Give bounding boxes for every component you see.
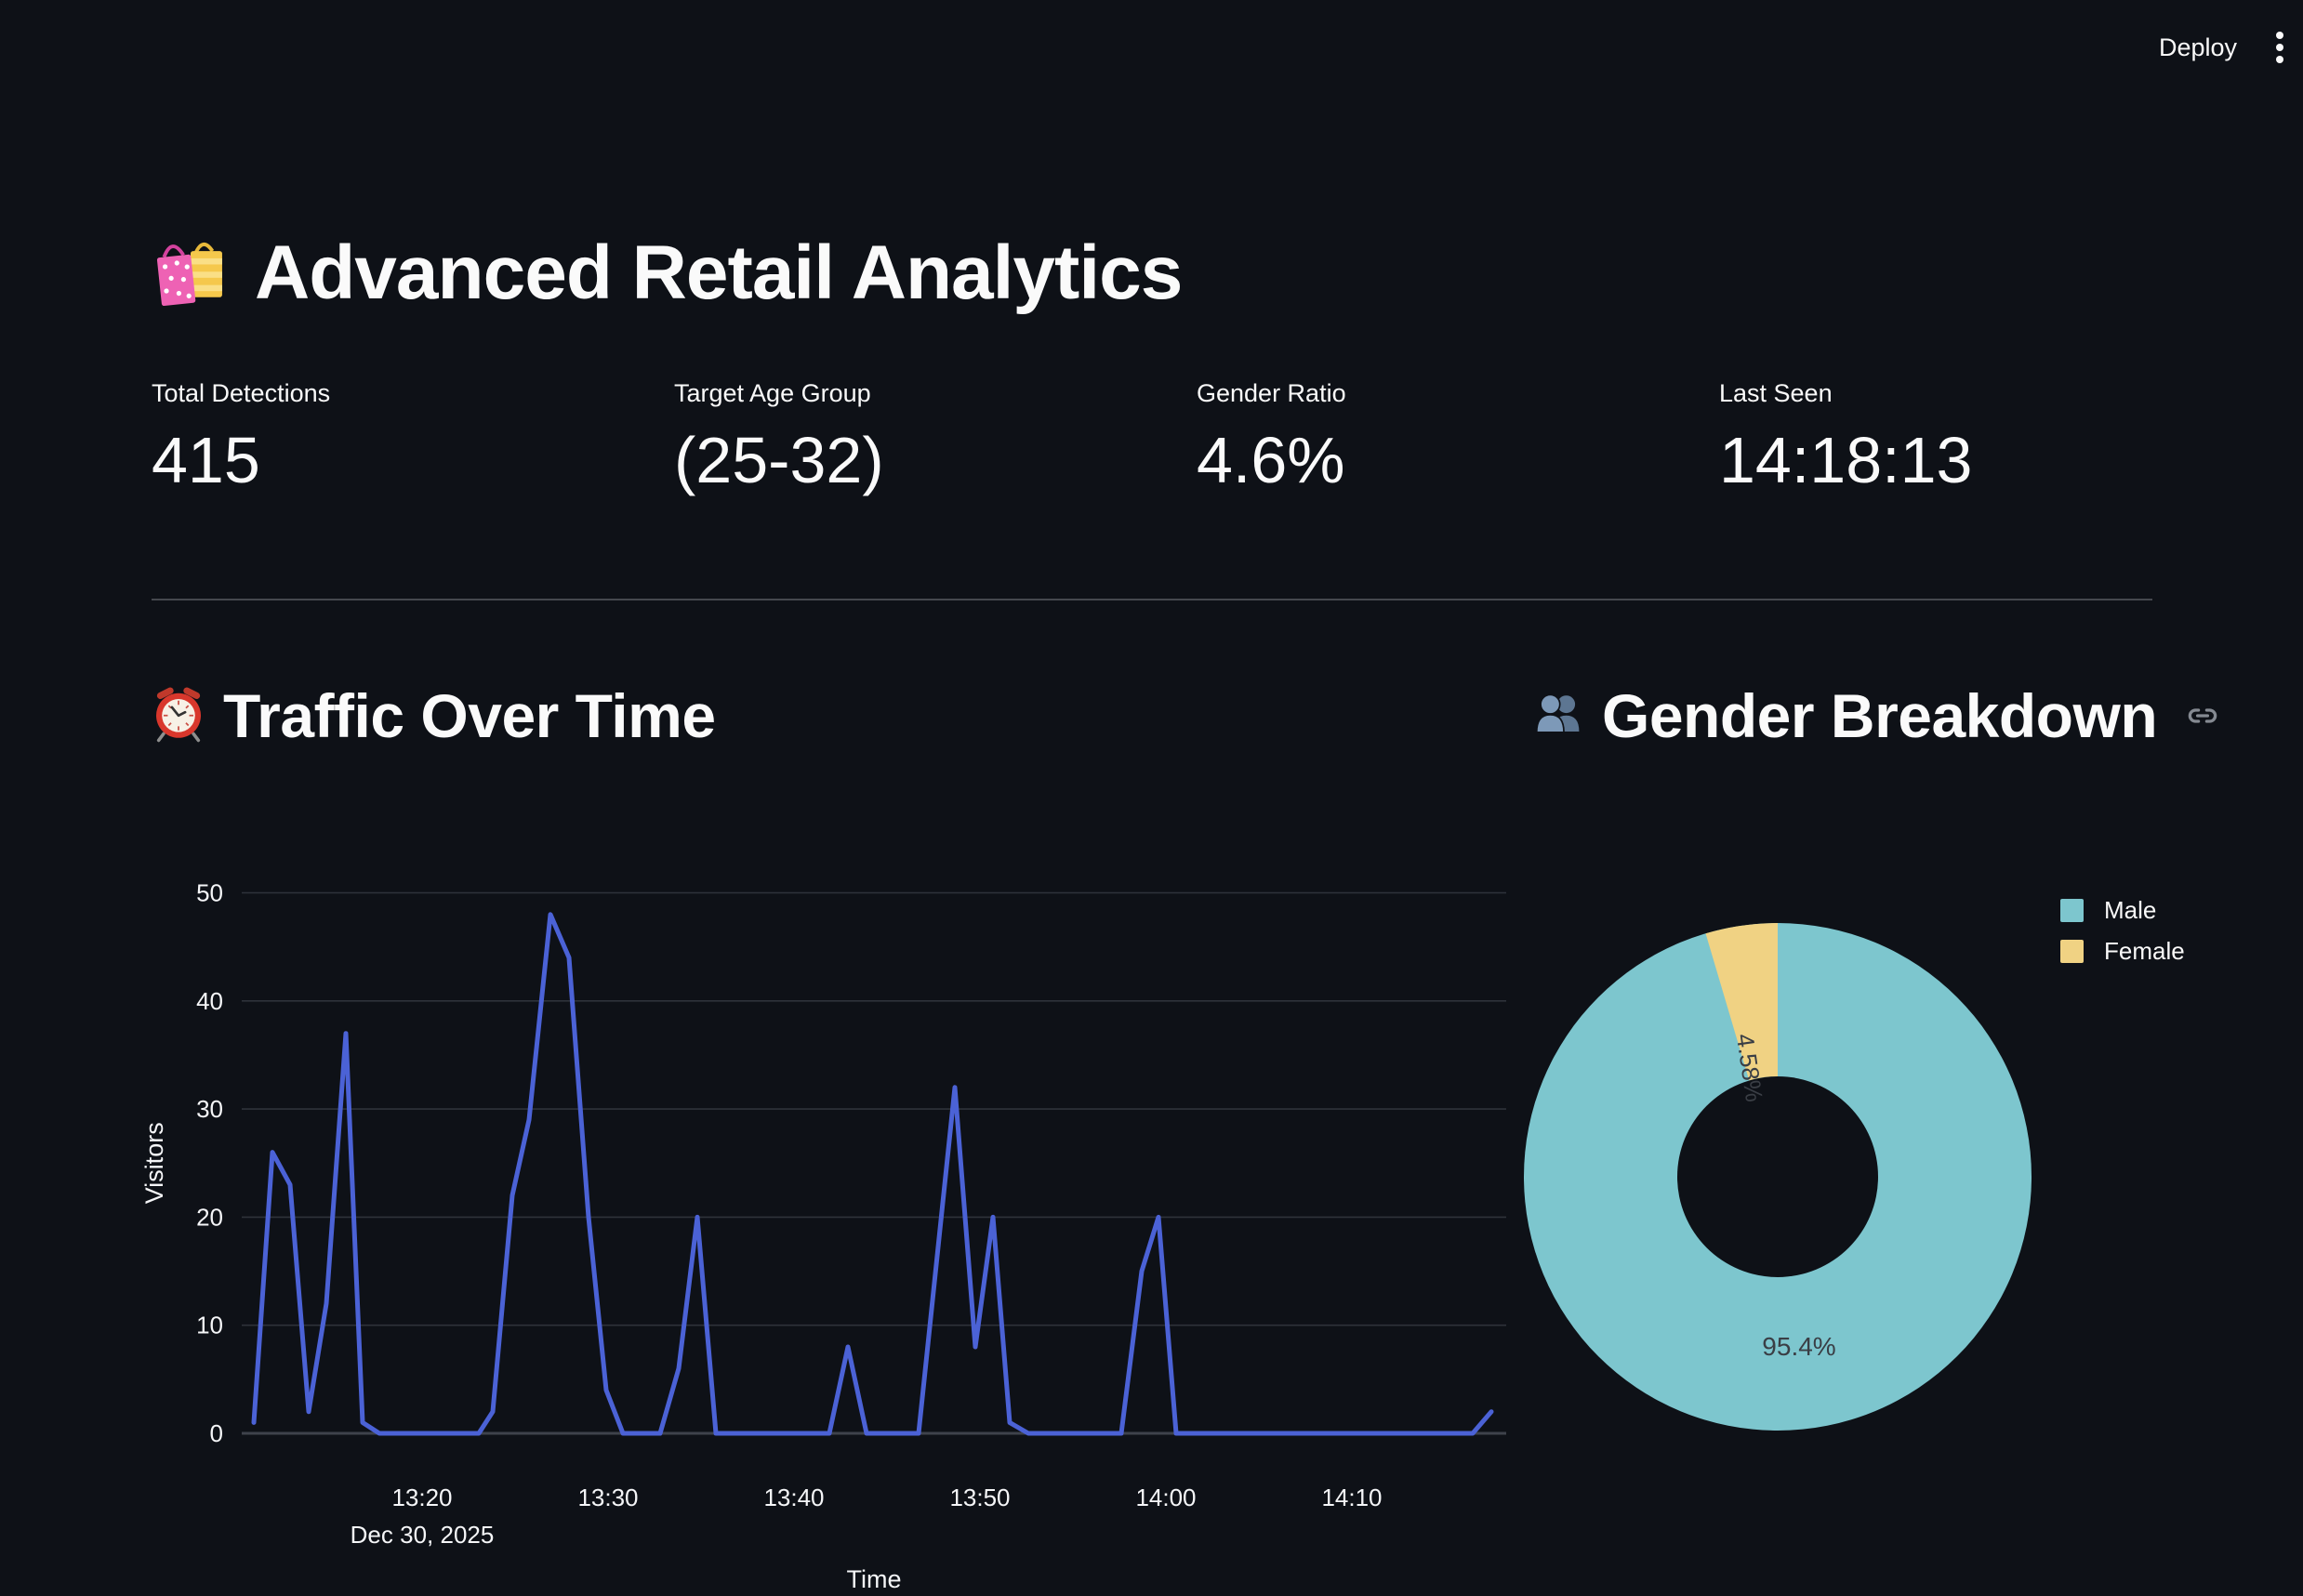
metric-value: 415 — [152, 424, 260, 496]
page-title-row: Advanced Retail Analytics — [147, 227, 1183, 319]
y-tick-label: 20 — [196, 1203, 223, 1231]
legend-label: Female — [2104, 937, 2185, 965]
metric-label: Last Seen — [1719, 379, 1833, 407]
gender-section-title: Gender Breakdown — [1602, 681, 2158, 750]
metric-value: 4.6% — [1197, 424, 1345, 496]
traffic-line-chart[interactable]: 0 10 20 30 40 50 13:20 13:30 13:40 13:50 14:00 14:1… — [130, 864, 1567, 1596]
donut-hole — [1677, 1076, 1878, 1277]
metrics-row: Total Detections 415 Target Age Group (2… — [152, 379, 2242, 496]
metric-gender-ratio: Gender Ratio 4.6% — [1197, 379, 1719, 496]
metric-label: Total Detections — [152, 379, 331, 407]
x-tick-label: 13:50 — [949, 1484, 1010, 1511]
page-title: Advanced Retail Analytics — [255, 230, 1183, 315]
metric-target-age-group: Target Age Group (25-32) — [674, 379, 1197, 496]
metric-value: (25-32) — [674, 424, 884, 496]
y-axis-title: Visitors — [140, 1122, 168, 1204]
horizontal-divider — [152, 599, 2152, 600]
pie-slice-female[interactable] — [1705, 923, 1778, 1081]
x-tick-label: 14:10 — [1321, 1484, 1382, 1511]
x-tick-label: 14:00 — [1135, 1484, 1196, 1511]
x-tick-label: 13:40 — [763, 1484, 824, 1511]
metric-label: Gender Ratio — [1197, 379, 1346, 407]
gender-donut-chart[interactable]: 95.4%4.58% — [1515, 883, 2129, 1478]
two-people-icon — [1529, 685, 1587, 747]
shopping-bags-icon — [147, 227, 234, 319]
x-tick-label: 13:20 — [391, 1484, 452, 1511]
y-tick-label: 40 — [196, 987, 223, 1015]
metric-last-seen: Last Seen 14:18:13 — [1719, 379, 2242, 496]
y-tick-label: 0 — [210, 1419, 223, 1447]
metric-label: Target Age Group — [674, 379, 871, 407]
legend-item-female[interactable]: Female — [2060, 937, 2185, 966]
metric-value: 14:18:13 — [1719, 424, 1973, 496]
legend-item-male[interactable]: Male — [2060, 896, 2185, 925]
legend-label: Male — [2104, 896, 2157, 924]
gender-legend: Male Female — [2060, 896, 2185, 966]
metric-total-detections: Total Detections 415 — [152, 379, 674, 496]
male-swatch — [2060, 899, 2084, 922]
traffic-section-title: Traffic Over Time — [223, 681, 716, 750]
visitors-line-series[interactable] — [251, 912, 1494, 1436]
male-slice-label: 95.4% — [1762, 1332, 1835, 1361]
x-tick-label: 13:30 — [577, 1484, 638, 1511]
deploy-button[interactable]: Deploy — [2150, 28, 2246, 68]
y-tick-label: 50 — [196, 879, 223, 907]
link-icon[interactable] — [2185, 698, 2220, 733]
female-swatch — [2060, 940, 2084, 963]
kebab-menu-icon[interactable] — [2263, 24, 2296, 71]
alarm-clock-icon — [149, 684, 208, 748]
traffic-section-header: Traffic Over Time — [149, 680, 716, 751]
y-tick-label: 10 — [196, 1312, 223, 1339]
y-tick-label: 30 — [196, 1095, 223, 1123]
x-axis-date-label: Dec 30, 2025 — [351, 1521, 495, 1549]
gender-section-header: Gender Breakdown — [1529, 680, 2220, 751]
x-axis-title: Time — [847, 1565, 902, 1593]
